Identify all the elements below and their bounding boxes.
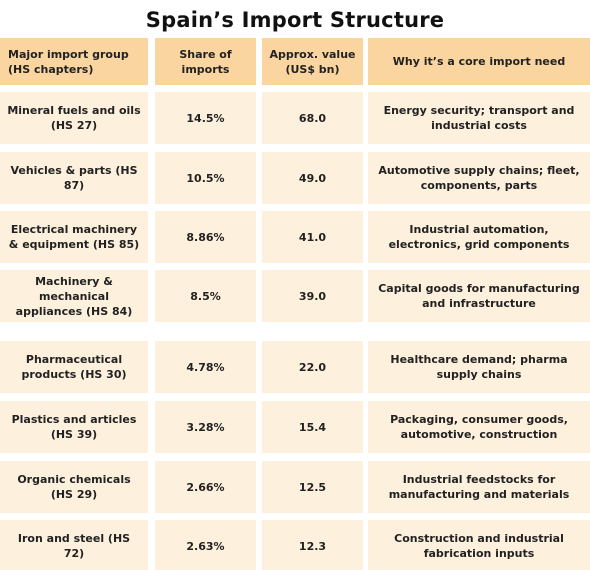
cell-reason: Industrial automation, electronics, grid… xyxy=(368,211,590,263)
cell-share: 10.5% xyxy=(155,152,256,204)
cell-group: Mineral fuels and oils (HS 27) xyxy=(0,92,148,144)
cell-group: Electrical machinery & equipment (HS 85) xyxy=(0,211,148,263)
cell-reason: Automotive supply chains; fleet, compone… xyxy=(368,152,590,204)
cell-share: 2.63% xyxy=(155,520,256,570)
cell-share: 14.5% xyxy=(155,92,256,144)
cell-value: 15.4 xyxy=(262,401,363,453)
cell-group: Organic chemicals (HS 29) xyxy=(0,461,148,513)
cell-reason: Industrial feedstocks for manufacturing … xyxy=(368,461,590,513)
cell-value: 39.0 xyxy=(262,270,363,322)
cell-share: 3.28% xyxy=(155,401,256,453)
cell-value: 12.5 xyxy=(262,461,363,513)
header-share: Share of imports xyxy=(155,38,256,85)
header-value: Approx. value (US$ bn) xyxy=(262,38,363,85)
cell-value: 49.0 xyxy=(262,152,363,204)
cell-share: 2.66% xyxy=(155,461,256,513)
cell-group: Vehicles & parts (HS 87) xyxy=(0,152,148,204)
cell-reason: Energy security; transport and industria… xyxy=(368,92,590,144)
cell-group: Plastics and articles (HS 39) xyxy=(0,401,148,453)
header-reason: Why it’s a core import need xyxy=(368,38,590,85)
cell-group: Pharmaceutical products (HS 30) xyxy=(0,341,148,393)
header-group: Major import group (HS chapters) xyxy=(0,38,148,85)
cell-share: 4.78% xyxy=(155,341,256,393)
cell-reason: Construction and industrial fabrication … xyxy=(368,520,590,570)
cell-value: 68.0 xyxy=(262,92,363,144)
cell-reason: Capital goods for manufacturing and infr… xyxy=(368,270,590,322)
cell-share: 8.5% xyxy=(155,270,256,322)
cell-value: 22.0 xyxy=(262,341,363,393)
cell-group: Machinery & mechanical appliances (HS 84… xyxy=(0,270,148,322)
cell-reason: Packaging, consumer goods, automotive, c… xyxy=(368,401,590,453)
page-title: Spain’s Import Structure xyxy=(145,8,445,32)
cell-reason: Healthcare demand; pharma supply chains xyxy=(368,341,590,393)
cell-group: Iron and steel (HS 72) xyxy=(0,520,148,570)
cell-share: 8.86% xyxy=(155,211,256,263)
cell-value: 12.3 xyxy=(262,520,363,570)
cell-value: 41.0 xyxy=(262,211,363,263)
